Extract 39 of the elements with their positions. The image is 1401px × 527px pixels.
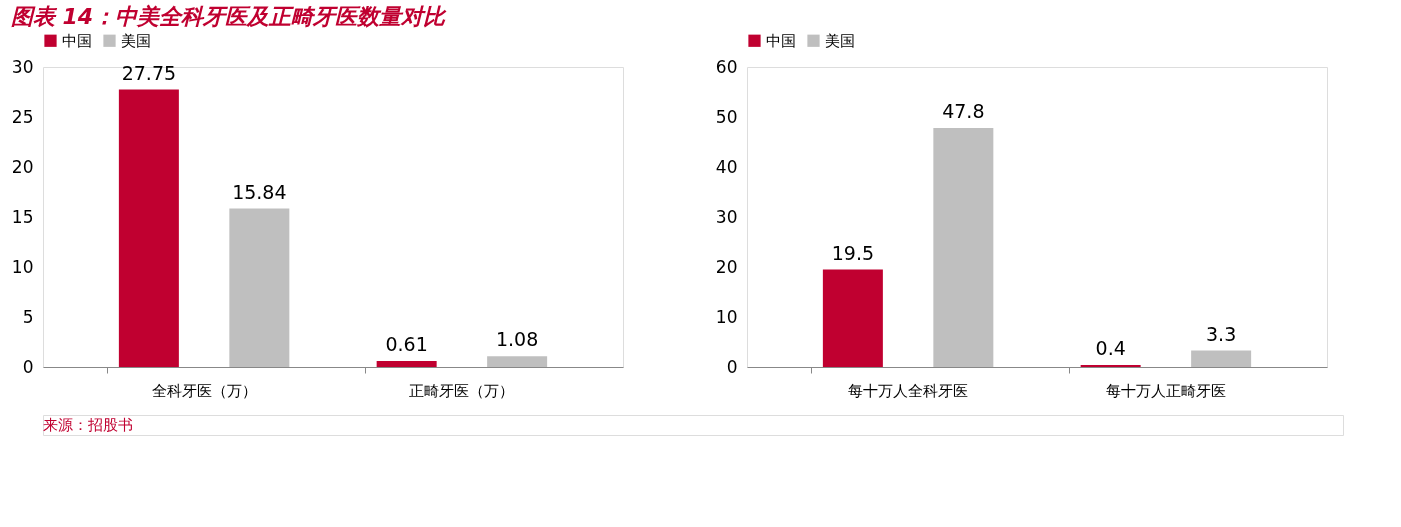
data-label: 19.5 <box>831 241 875 264</box>
chart-title: 图表 14：中美全科牙医及正畸牙医数量对比 <box>10 3 448 29</box>
bar <box>822 269 883 367</box>
bar <box>933 128 994 367</box>
data-label: 3.3 <box>1206 322 1237 345</box>
x-tick-label: 全科牙医（万） <box>151 381 257 400</box>
y-tick-label: 0 <box>22 356 34 377</box>
y-tick-label: 10 <box>11 256 34 277</box>
x-tick-label: 每十万人全科牙医 <box>848 381 969 400</box>
bar <box>229 208 290 367</box>
y-tick-label: 30 <box>715 206 738 227</box>
y-tick-label: 0 <box>726 356 738 377</box>
x-tick-label: 每十万人正畸牙医 <box>1105 381 1226 400</box>
bar <box>118 89 179 367</box>
legend-label: 中国 <box>766 31 796 50</box>
y-tick-label: 40 <box>715 156 738 177</box>
source-note: 来源：招股书 <box>43 416 133 434</box>
data-label: 0.4 <box>1095 337 1126 359</box>
bar <box>376 360 437 367</box>
y-tick-label: 5 <box>22 306 34 327</box>
data-label: 47.8 <box>942 100 985 122</box>
x-tick-label: 正畸牙医（万） <box>409 381 515 400</box>
y-tick-label: 30 <box>11 56 34 77</box>
legend-label: 美国 <box>121 31 151 50</box>
bar <box>1191 350 1252 367</box>
data-label: 1.08 <box>495 328 539 351</box>
data-label: 0.61 <box>385 332 428 355</box>
y-tick-label: 10 <box>715 306 738 327</box>
y-tick-label: 15 <box>11 206 34 227</box>
y-tick-label: 20 <box>715 256 738 277</box>
bar <box>487 356 548 367</box>
data-label: 27.75 <box>121 61 177 84</box>
legend-label: 中国 <box>62 31 92 50</box>
y-tick-label: 60 <box>715 56 738 77</box>
legend-label: 美国 <box>825 31 855 50</box>
y-tick-label: 25 <box>11 106 34 127</box>
data-label: 15.84 <box>232 180 287 203</box>
y-tick-label: 20 <box>11 156 34 177</box>
y-tick-label: 50 <box>715 106 738 127</box>
